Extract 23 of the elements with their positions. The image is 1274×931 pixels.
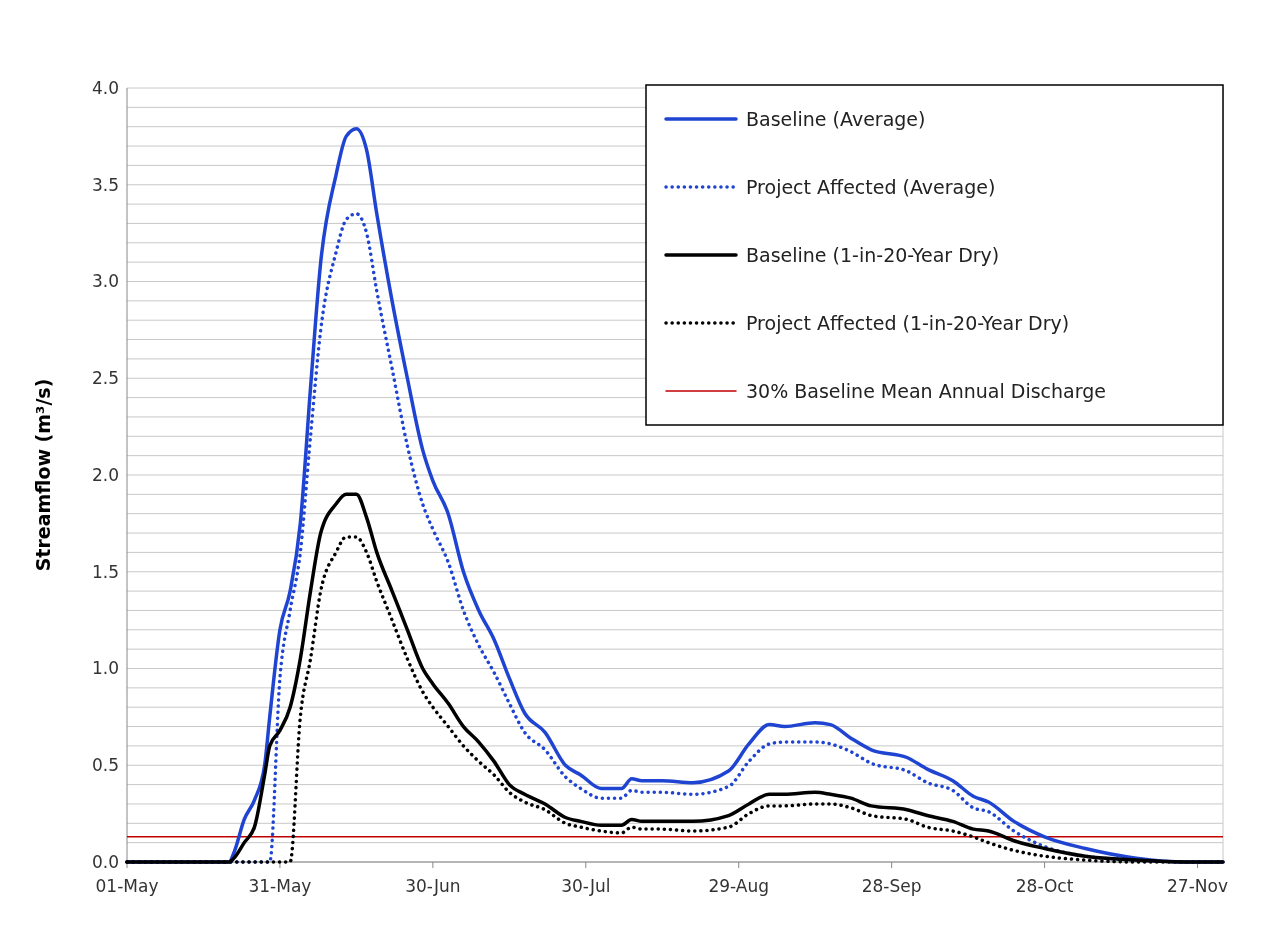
y-tick-label: 1.0 (91, 658, 119, 679)
y-tick-label: 3.0 (91, 271, 119, 292)
y-tick-label: 0.5 (91, 755, 119, 776)
y-tick-label: 2.5 (91, 368, 119, 389)
x-tick-label: 28-Sep (861, 876, 922, 896)
legend-label: Baseline (1-in-20-Year Dry) (746, 243, 1000, 266)
x-tick-label: 30-Jul (561, 876, 611, 896)
x-tick-label: 01-May (95, 876, 159, 896)
y-tick-label: 2.0 (91, 464, 119, 485)
y-axis-title: Streamflow (m³/s) (32, 378, 54, 572)
x-tick-label: 30-Jun (405, 876, 461, 896)
legend-label: Project Affected (1-in-20-Year Dry) (746, 311, 1070, 334)
legend-label: Baseline (Average) (746, 107, 926, 130)
y-tick-label: 1.5 (91, 561, 119, 582)
x-tick-label: 29-Aug (708, 876, 770, 896)
x-tick-label: 31-May (248, 876, 312, 896)
y-tick-label: 4.0 (91, 77, 119, 98)
legend-label: 30% Baseline Mean Annual Discharge (746, 379, 1106, 402)
x-tick-label: 27-Nov (1167, 876, 1228, 896)
y-tick-label: 3.5 (91, 174, 119, 195)
legend-label: Project Affected (Average) (746, 175, 996, 198)
x-tick-label: 28-Oct (1015, 876, 1074, 896)
y-tick-label: 0.0 (91, 851, 119, 872)
